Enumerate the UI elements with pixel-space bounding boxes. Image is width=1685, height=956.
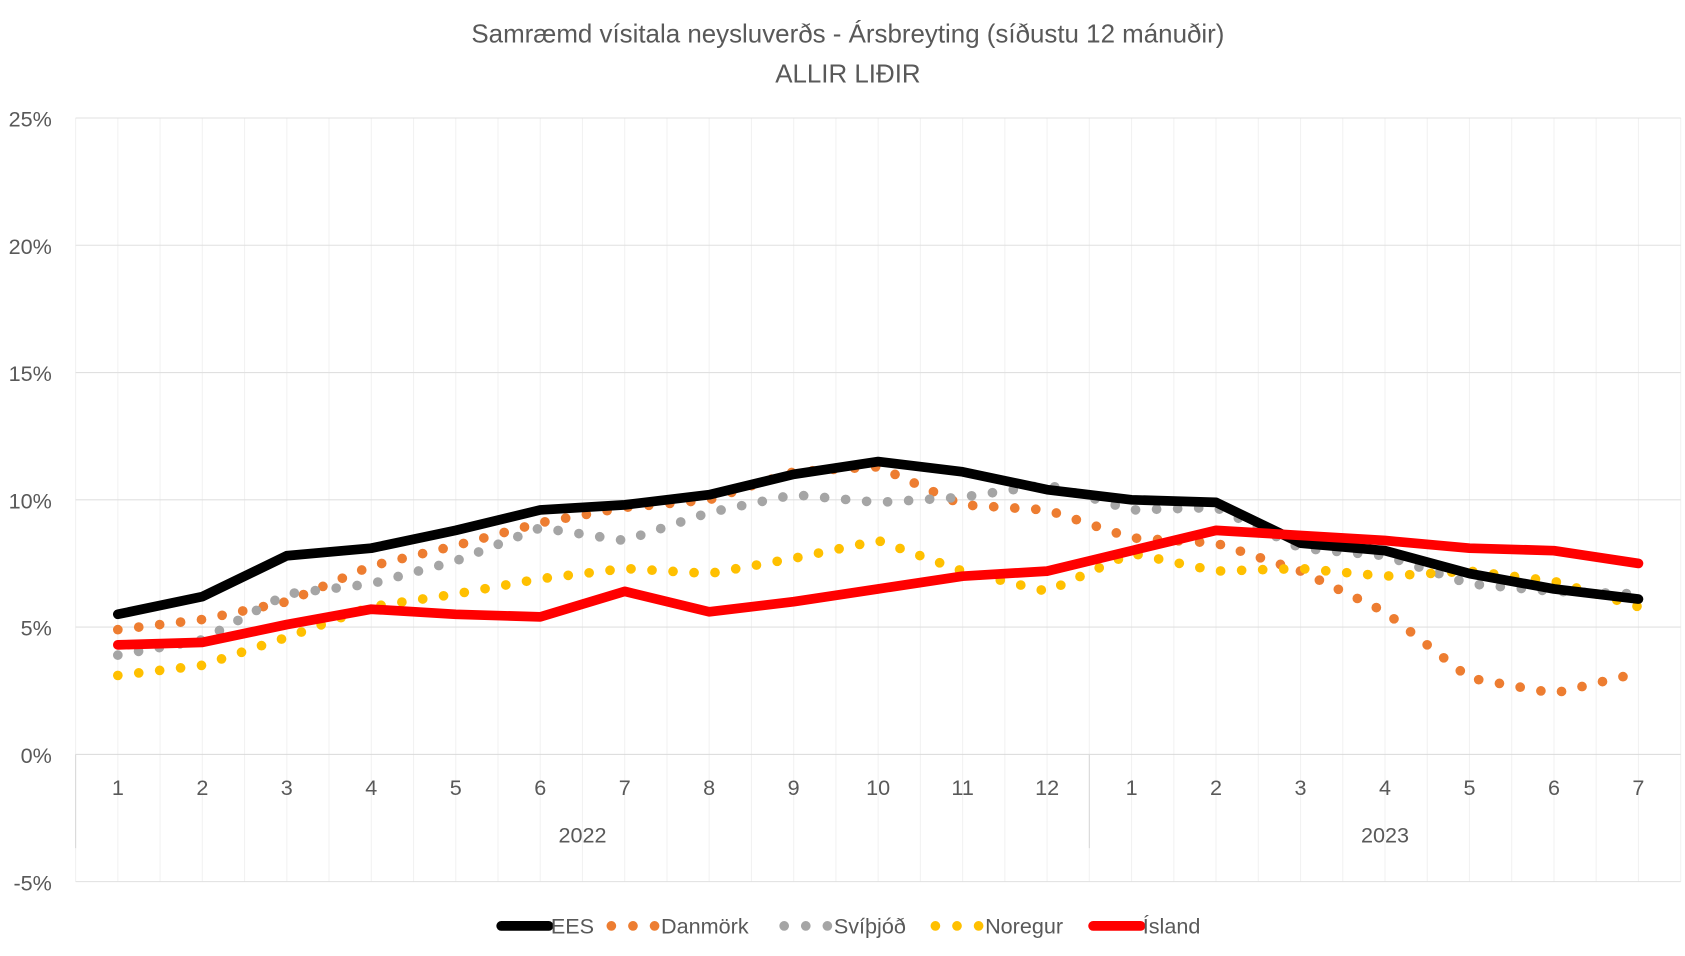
- x-tick-label: 8: [703, 775, 715, 800]
- x-tick-label: 9: [788, 775, 800, 800]
- legend-label: Noregur: [985, 913, 1063, 938]
- x-tick-label: 1: [112, 775, 124, 800]
- legend-label: Svíþjóð: [834, 913, 906, 938]
- x-tick-label: 5: [1463, 775, 1475, 800]
- y-tick-label: 25%: [9, 107, 52, 132]
- series-line-danmörk: [112, 461, 1644, 699]
- y-axis: 25% 20% 15% 10% 5% 0% -5%: [9, 107, 52, 896]
- chart-title: Samræmd vísitala neysluverðs - Ársbreyti…: [471, 19, 1224, 48]
- x-tick-label: 10: [866, 775, 890, 800]
- x-tick-label: 1: [1126, 775, 1138, 800]
- x-tick-label: 4: [1379, 775, 1391, 800]
- legend-label: Danmörk: [661, 913, 749, 938]
- legend-label: Ísland: [1143, 913, 1201, 938]
- x-tick-label: 6: [534, 775, 546, 800]
- x-tick-label: 2: [1210, 775, 1222, 800]
- x-tick-label: 2: [196, 775, 208, 800]
- x-tick-label: 6: [1548, 775, 1560, 800]
- y-tick-label: -5%: [13, 870, 51, 895]
- x-tick-label: 7: [1632, 775, 1644, 800]
- y-tick-label: 5%: [21, 616, 52, 641]
- legend: EES Danmörk Svíþjóð Noregur Ísland: [496, 913, 1201, 938]
- x-tick-label: 3: [1295, 775, 1307, 800]
- x-tick-label: 7: [619, 775, 631, 800]
- series-line-ees: [112, 456, 1644, 620]
- x-tick-label: 12: [1035, 775, 1059, 800]
- y-tick-label: 15%: [9, 361, 52, 386]
- x-tick-label: 3: [281, 775, 293, 800]
- x-tick-label: 4: [365, 775, 377, 800]
- legend-label: EES: [551, 913, 594, 938]
- y-tick-label: 0%: [21, 743, 52, 768]
- series-line-ísland: [112, 525, 1644, 650]
- year-label: 2023: [1361, 823, 1409, 848]
- y-tick-label: 20%: [9, 234, 52, 259]
- gridlines: [75, 117, 1682, 883]
- series-lines: [112, 456, 1644, 699]
- x-tick-label: 5: [450, 775, 462, 800]
- y-tick-label: 10%: [9, 488, 52, 513]
- year-label: 2022: [558, 823, 606, 848]
- x-tick-label: 11: [951, 775, 973, 800]
- series-line-noregur: [112, 535, 1644, 681]
- chart-subtitle: ALLIR LIÐIR: [775, 60, 920, 88]
